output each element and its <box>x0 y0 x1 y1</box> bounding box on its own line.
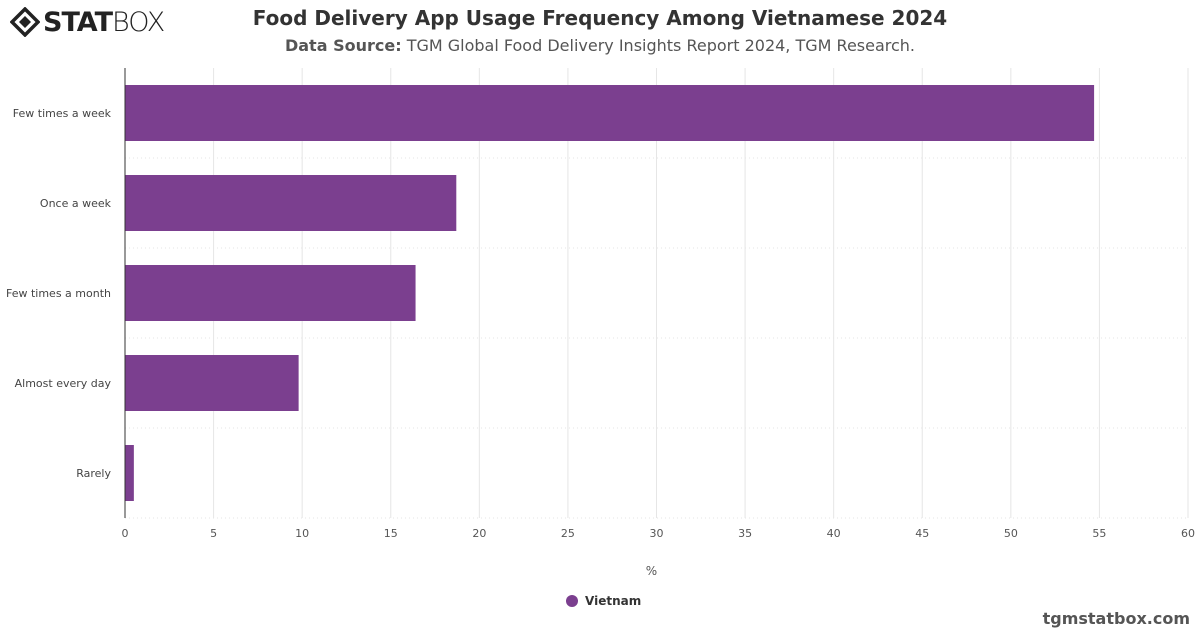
x-tick-label: 55 <box>1092 527 1106 540</box>
x-tick-label: 15 <box>384 527 398 540</box>
bar-few-times-a-month <box>125 265 416 321</box>
x-tick-label: 35 <box>738 527 752 540</box>
bar-rarely <box>125 445 134 501</box>
site-credit: tgmstatbox.com <box>1042 609 1190 628</box>
x-tick-label: 25 <box>561 527 575 540</box>
x-axis-title: % <box>646 564 657 578</box>
subtitle-label: Data Source: <box>284 36 402 55</box>
x-tick-label: 60 <box>1181 527 1195 540</box>
legend-marker-icon <box>566 595 578 607</box>
y-category-label: Few times a month <box>6 287 111 300</box>
x-tick-label: 0 <box>122 527 129 540</box>
x-tick-label: 10 <box>295 527 309 540</box>
x-tick-label: 30 <box>650 527 664 540</box>
x-tick-label: 50 <box>1004 527 1018 540</box>
statbox-logo: STAT BOX <box>10 6 165 38</box>
chart-title: Food Delivery App Usage Frequency Among … <box>252 6 948 30</box>
x-tick-label: 40 <box>827 527 841 540</box>
diamond-logo-icon <box>10 7 40 37</box>
x-tick-label: 20 <box>472 527 486 540</box>
y-category-label: Once a week <box>40 197 112 210</box>
y-category-label: Almost every day <box>15 377 112 390</box>
chart-subtitle: Data Source: TGM Global Food Delivery In… <box>0 36 1200 55</box>
bar-once-a-week <box>125 175 457 231</box>
x-tick-label: 45 <box>915 527 929 540</box>
bar-few-times-a-week <box>125 85 1095 141</box>
x-tick-label: 5 <box>210 527 217 540</box>
bar-almost-every-day <box>125 355 299 411</box>
legend-label: Vietnam <box>585 594 642 608</box>
y-category-label: Few times a week <box>13 107 112 120</box>
legend-item-vietnam[interactable]: Vietnam <box>566 594 641 608</box>
logo-text-thin: BOX <box>111 6 165 38</box>
logo-text-bold: STAT <box>43 6 113 38</box>
y-category-label: Rarely <box>76 467 111 480</box>
subtitle-text: TGM Global Food Delivery Insights Report… <box>406 36 916 55</box>
